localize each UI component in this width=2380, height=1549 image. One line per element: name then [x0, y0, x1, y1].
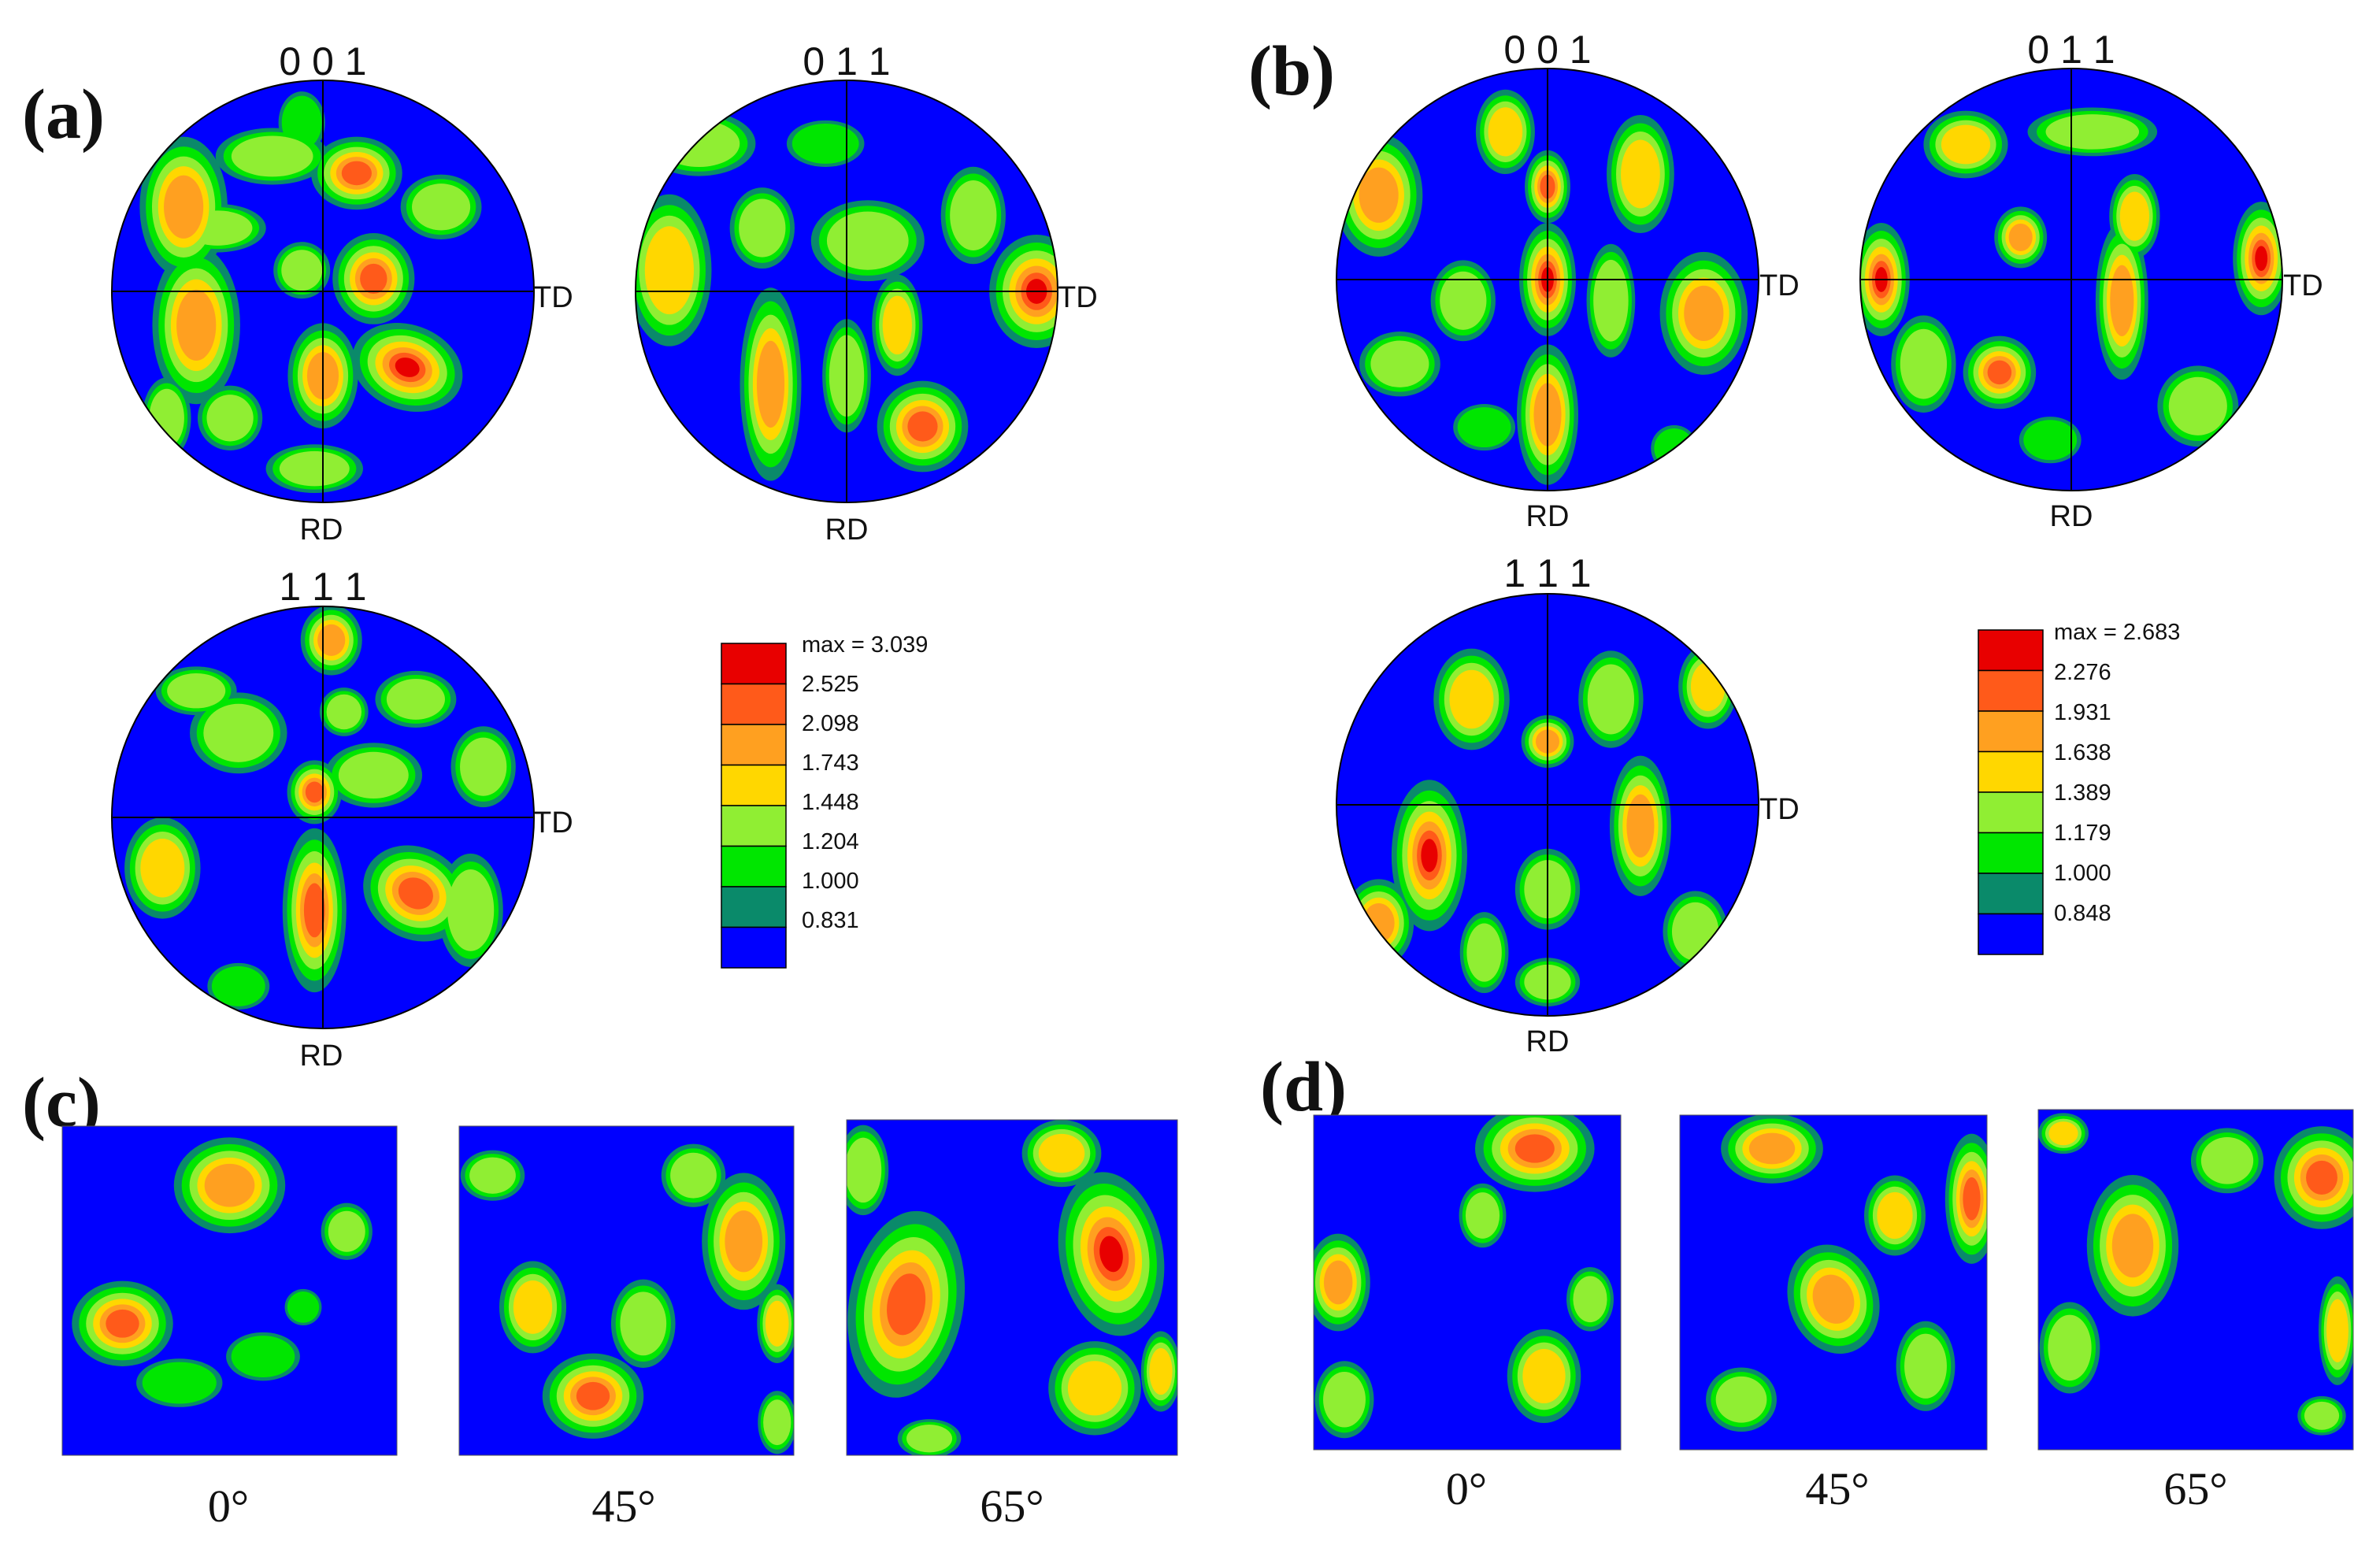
legend-a-level-6: 1.000	[802, 869, 859, 894]
pole-title-a-111: 1 1 1	[279, 565, 366, 609]
legend-b: max = 2.683 2.276 1.931 1.638 1.389 1.17…	[1978, 620, 2180, 955]
legend-a-max: max = 3.039	[802, 632, 928, 658]
pole-title-b-111: 1 1 1	[1503, 551, 1591, 595]
pole-title-a-001: 0 0 1	[279, 39, 366, 83]
panel-label-b: (b)	[1248, 32, 1335, 110]
rd-label-a-011: RD	[825, 513, 869, 547]
odf-section-d-0	[1313, 1114, 1622, 1451]
td-label-b-111: TD	[1759, 793, 1800, 826]
pole-figure-b-001	[1336, 68, 1759, 491]
td-label-b-011: TD	[2283, 269, 2323, 302]
rd-label-b-111: RD	[1526, 1025, 1570, 1058]
legend-b-max: max = 2.683	[2054, 620, 2180, 645]
legend-b-level-2: 1.931	[2054, 700, 2111, 725]
odf-section-d-45	[1679, 1114, 1988, 1451]
legend-b-level-1: 2.276	[2054, 660, 2111, 685]
pole-figure-b-111	[1336, 593, 1759, 1017]
legend-a-level-4: 1.448	[802, 790, 859, 815]
td-label-b-001: TD	[1759, 269, 1800, 302]
pole-figure-a-011	[635, 80, 1058, 503]
angle-label-d-0: 0°	[1446, 1463, 1487, 1514]
pole-title-a-011: 0 1 1	[803, 39, 890, 83]
angle-label-d-45: 45°	[1805, 1463, 1869, 1514]
td-label-a-011: TD	[1058, 281, 1098, 314]
legend-b-level-6: 1.000	[2054, 861, 2111, 886]
angle-label-c-0: 0°	[208, 1480, 249, 1532]
pole-title-b-011: 0 1 1	[2027, 28, 2115, 72]
panel-label-d: (d)	[1260, 1048, 1347, 1126]
pole-figure-b-011	[1859, 68, 2283, 491]
legend-b-level-3: 1.638	[2054, 740, 2111, 765]
pole-title-b-001: 0 0 1	[1503, 28, 1591, 72]
legend-b-level-5: 1.179	[2054, 821, 2111, 846]
legend-a-level-3: 1.743	[802, 750, 859, 776]
rd-label-a-111: RD	[300, 1039, 343, 1073]
odf-section-d-65	[2037, 1109, 2354, 1451]
angle-label-d-65: 65°	[2163, 1463, 2227, 1514]
pole-figure-a-001	[111, 80, 535, 503]
odf-section-c-65	[846, 1119, 1178, 1456]
legend-a-level-7: 0.831	[802, 908, 859, 933]
rd-label-a-001: RD	[300, 513, 343, 547]
legend-a-level-5: 1.204	[802, 829, 859, 854]
pole-figure-a-111	[111, 606, 535, 1029]
odf-section-c-0	[61, 1125, 398, 1456]
rd-label-b-011: RD	[2050, 500, 2093, 533]
td-label-a-111: TD	[533, 806, 573, 839]
panel-label-a: (a)	[22, 76, 105, 154]
legend-b-level-7: 0.848	[2054, 901, 2111, 926]
legend-a: max = 3.039 2.525 2.098 1.743 1.448 1.20…	[721, 632, 928, 969]
legend-a-level-2: 2.098	[802, 711, 859, 736]
rd-label-b-001: RD	[1526, 500, 1570, 533]
angle-label-c-45: 45°	[591, 1480, 655, 1532]
td-label-a-001: TD	[533, 281, 573, 314]
legend-b-level-4: 1.389	[2054, 780, 2111, 806]
legend-a-level-1: 2.525	[802, 672, 859, 697]
angle-label-c-65: 65°	[980, 1480, 1044, 1532]
odf-section-c-45	[458, 1125, 795, 1456]
